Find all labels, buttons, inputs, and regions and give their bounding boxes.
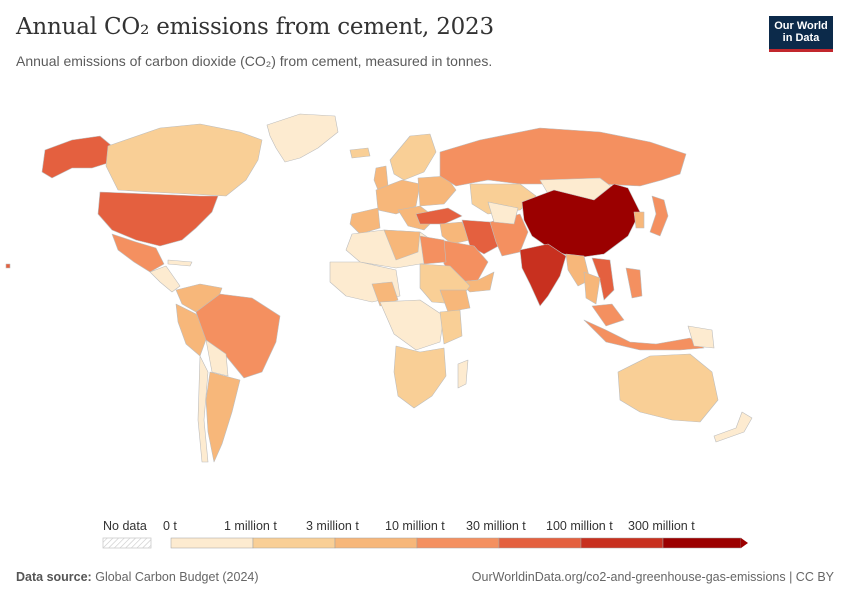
legend-label-4: 30 million t — [466, 519, 526, 533]
region-philippines[interactable] — [625, 267, 643, 299]
world-map[interactable] — [0, 90, 850, 470]
region-central-america[interactable] — [149, 265, 181, 293]
legend-swatch-3 — [416, 537, 500, 549]
legend-nodata-swatch — [102, 537, 152, 549]
region-central-asia[interactable] — [487, 201, 519, 225]
region-china[interactable] — [521, 183, 641, 259]
region-alaska[interactable] — [41, 135, 113, 179]
legend-swatch-2 — [334, 537, 418, 549]
region-indonesia[interactable] — [583, 319, 705, 351]
region-middle-east[interactable] — [439, 221, 471, 245]
region-iceland[interactable] — [349, 147, 371, 159]
region-chile[interactable] — [197, 355, 209, 463]
page-title: Annual CO₂ emissions from cement, 2023 — [16, 14, 494, 40]
region-new-zealand[interactable] — [713, 411, 753, 443]
region-scandinavia[interactable] — [389, 133, 437, 181]
data-source-label: Data source: — [16, 570, 92, 584]
region-usa[interactable] — [97, 191, 219, 247]
region-hawaii[interactable] — [5, 263, 11, 269]
region-southern-africa[interactable] — [393, 345, 447, 409]
legend-label-1: 1 million t — [224, 519, 277, 533]
logo-line1: Our World — [774, 20, 828, 32]
legend-arrow — [741, 538, 748, 548]
region-bolivia[interactable] — [205, 339, 229, 377]
page-subtitle: Annual emissions of carbon dioxide (CO₂)… — [16, 53, 493, 69]
legend-swatch-5 — [580, 537, 664, 549]
legend-nodata-label: No data — [103, 519, 147, 533]
data-source: Data source: Global Carbon Budget (2024) — [16, 570, 259, 584]
region-cuba[interactable] — [167, 259, 193, 267]
legend-label-5: 100 million t — [546, 519, 613, 533]
region-central-africa[interactable] — [379, 299, 445, 351]
legend-swatch-0 — [170, 537, 254, 549]
region-algeria[interactable] — [383, 229, 421, 261]
legend-label-0: 0 t — [163, 519, 177, 533]
region-australia[interactable] — [617, 353, 719, 423]
region-madagascar[interactable] — [457, 359, 469, 389]
region-canada[interactable] — [105, 123, 263, 197]
region-thailand[interactable] — [583, 271, 601, 305]
region-bangladesh-myanmar[interactable] — [565, 253, 591, 287]
region-japan[interactable] — [649, 195, 669, 237]
region-india[interactable] — [519, 243, 567, 307]
region-egypt[interactable] — [419, 235, 447, 265]
region-russia[interactable] — [439, 127, 687, 187]
region-png[interactable] — [687, 325, 715, 349]
legend-swatch-1 — [252, 537, 336, 549]
region-nigeria[interactable] — [371, 281, 399, 307]
region-kazakhstan[interactable] — [469, 183, 537, 215]
legend-label-6: 300 million t — [628, 519, 695, 533]
region-argentina[interactable] — [205, 371, 241, 463]
owid-logo[interactable]: Our World in Data — [769, 16, 833, 52]
region-mexico[interactable] — [111, 233, 165, 273]
region-greenland[interactable] — [266, 113, 339, 163]
region-turkey[interactable] — [415, 207, 463, 225]
region-brazil[interactable] — [195, 293, 281, 379]
legend-label-2: 3 million t — [306, 519, 359, 533]
source-url[interactable]: OurWorldinData.org/co2-and-greenhouse-ga… — [471, 570, 834, 584]
logo-line2: in Data — [782, 32, 820, 44]
region-korea[interactable] — [633, 211, 645, 229]
region-iberia[interactable] — [349, 207, 381, 235]
region-east-africa[interactable] — [439, 309, 463, 345]
legend-swatch-4 — [498, 537, 582, 549]
region-ethiopia[interactable] — [439, 289, 471, 313]
data-source-value[interactable]: Global Carbon Budget (2024) — [95, 570, 259, 584]
legend-swatch-6 — [662, 537, 742, 549]
region-malaysia[interactable] — [591, 303, 625, 327]
legend-label-3: 10 million t — [385, 519, 445, 533]
region-vietnam[interactable] — [591, 257, 615, 301]
